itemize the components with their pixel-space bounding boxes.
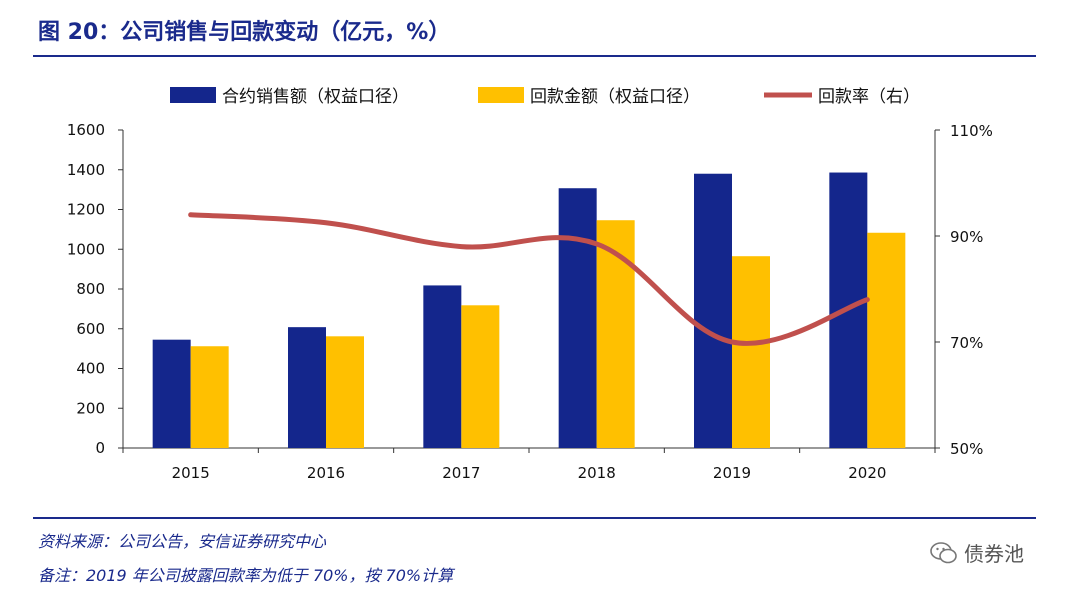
bar-collection-2020: [867, 232, 906, 448]
right-tick-label: 90%: [950, 228, 983, 246]
bar-collection-2019: [732, 256, 770, 448]
footer-divider: [33, 517, 1036, 519]
left-tick-label: 200: [76, 399, 105, 417]
bar-sales-2015: [152, 339, 191, 448]
bar-sales-2017: [423, 285, 462, 448]
legend-swatch-sales: [170, 87, 216, 103]
left-tick-label: 800: [76, 280, 105, 298]
legend-swatch-collection: [478, 87, 524, 103]
bar-collection-2015: [190, 346, 229, 448]
left-tick-label: 1000: [67, 240, 105, 258]
x-tick-label: 2019: [713, 464, 751, 482]
bar-collection-2017: [461, 305, 500, 448]
x-tick-label: 2017: [442, 464, 480, 482]
remark-note: 备注：2019 年公司披露回款率为低于 70%，按 70%计算: [38, 566, 454, 585]
right-tick-label: 50%: [950, 440, 983, 458]
left-tick-label: 1400: [67, 161, 105, 179]
x-tick-label: 2015: [172, 464, 210, 482]
left-tick-label: 1600: [67, 121, 105, 139]
collection-rate-line: [188, 212, 870, 346]
right-tick-label: 70%: [950, 334, 983, 352]
source-note: 资料来源：公司公告，安信证券研究中心: [38, 532, 327, 551]
left-tick-label: 400: [76, 360, 105, 378]
legend-label-sales: 合约销售额（权益口径）: [222, 87, 409, 107]
x-tick-label: 2020: [848, 464, 886, 482]
right-tick-label: 110%: [950, 122, 993, 140]
bar-sales-2018: [558, 188, 597, 448]
title-divider: [33, 55, 1036, 57]
bar-collection-2016: [326, 336, 364, 448]
bar-collection-2018: [596, 220, 635, 448]
legend-label-collection: 回款金额（权益口径）: [530, 87, 700, 107]
x-tick-label: 2016: [307, 464, 345, 482]
watermark-text: 债券池: [964, 542, 1024, 566]
left-tick-label: 600: [76, 320, 105, 338]
watermark: 债券池: [930, 538, 1024, 567]
left-tick-label: 0: [95, 439, 105, 457]
legend: 合约销售额（权益口径） 回款金额（权益口径） 回款率（右）: [170, 87, 920, 107]
wechat-icon: [930, 541, 957, 563]
legend-label-rate: 回款率（右）: [818, 87, 920, 107]
x-tick-label: 2018: [578, 464, 616, 482]
left-tick-label: 1200: [67, 201, 105, 219]
bar-sales-2019: [694, 173, 732, 448]
chart-title: 图 20：公司销售与回款变动（亿元，%）: [38, 20, 451, 45]
combo-chart: 合约销售额（权益口径） 回款金额（权益口径） 回款率（右） 0 200 400 600…: [67, 87, 993, 482]
bar-sales-2016: [288, 327, 326, 448]
